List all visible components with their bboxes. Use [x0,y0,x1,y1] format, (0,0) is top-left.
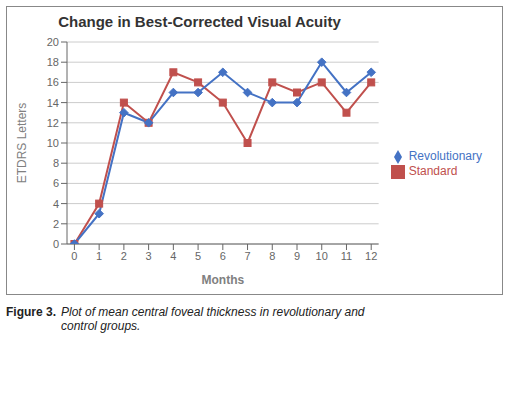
html-text:Standard: Standard [408,164,458,178]
svg-text:2: 2 [121,250,127,262]
svg-text:Months: Months [201,273,244,287]
svg-text:6: 6 [220,250,226,262]
svg-text:8: 8 [53,157,59,169]
svg-text:8: 8 [269,250,275,262]
svg-text:20: 20 [47,36,59,48]
html-text:Figure 3.: Figure 3. [6,305,56,319]
svg-text:9: 9 [294,250,300,262]
svg-text:4: 4 [53,198,59,210]
svg-text:0: 0 [71,250,77,262]
svg-text:1: 1 [96,250,102,262]
html-text:Change in Best-Corrected Visua: Change in Best-Corrected Visual Acuity [58,13,341,30]
svg-text:10: 10 [316,250,328,262]
html-text:Plot of mean central foveal th: Plot of mean central foveal thickness in… [61,305,365,333]
svg-text:6: 6 [53,177,59,189]
svg-text:0: 0 [53,238,59,250]
svg-text:ETDRS Letters: ETDRS Letters [15,103,29,184]
svg-text:11: 11 [341,250,352,262]
svg-text:7: 7 [244,250,250,262]
svg-text:14: 14 [47,97,59,109]
svg-text:4: 4 [170,250,176,262]
svg-text:3: 3 [146,250,152,262]
svg-text:16: 16 [47,76,59,88]
svg-text:12: 12 [47,117,59,129]
svg-text:18: 18 [47,56,59,68]
svg-text:12: 12 [365,250,377,262]
svg-text:5: 5 [195,250,201,262]
svg-text:2: 2 [53,218,59,230]
svg-text:10: 10 [47,137,59,149]
html-text:Revolutionary: Revolutionary [408,149,482,164]
